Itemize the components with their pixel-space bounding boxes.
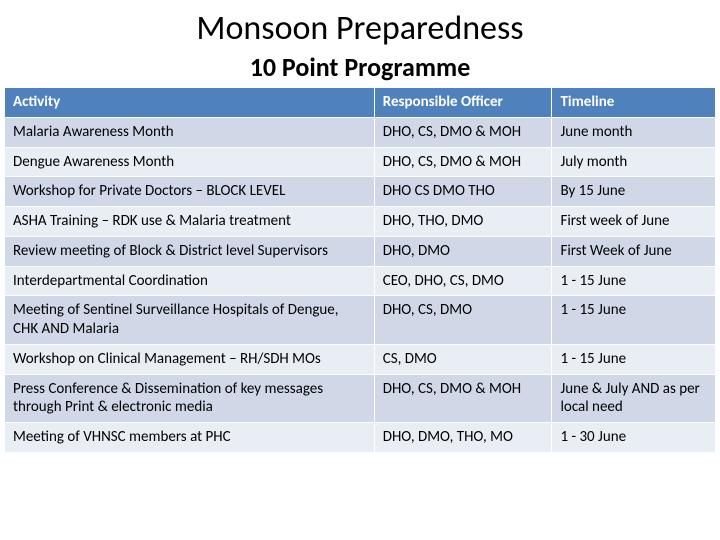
cell-officer: DHO, CS, DMO — [374, 296, 552, 345]
cell-activity: Workshop on Clinical Management – RH/SDH… — [5, 344, 375, 374]
cell-timeline: June & July AND as per local need — [552, 374, 716, 423]
cell-officer: DHO, CS, DMO & MOH — [374, 117, 552, 147]
cell-activity: Meeting of Sentinel Surveillance Hospita… — [5, 296, 375, 345]
cell-timeline: 1 - 15 June — [552, 296, 716, 345]
cell-activity: Workshop for Private Doctors – BLOCK LEV… — [5, 177, 375, 207]
cell-timeline: By 15 June — [552, 177, 716, 207]
page-subtitle: 10 Point Programme — [4, 51, 716, 83]
cell-activity: Meeting of VHNSC members at PHC — [5, 423, 375, 453]
cell-timeline: 1 - 30 June — [552, 423, 716, 453]
cell-timeline: June month — [552, 117, 716, 147]
table-row: Workshop on Clinical Management – RH/SDH… — [5, 344, 716, 374]
cell-activity: Dengue Awareness Month — [5, 147, 375, 177]
table-row: Press Conference & Dissemination of key … — [5, 374, 716, 423]
cell-timeline: First Week of June — [552, 236, 716, 266]
cell-timeline: First week of June — [552, 207, 716, 237]
programme-table: Activity Responsible Officer Timeline Ma… — [4, 87, 716, 453]
cell-officer: DHO, THO, DMO — [374, 207, 552, 237]
cell-officer: CS, DMO — [374, 344, 552, 374]
table-row: Workshop for Private Doctors – BLOCK LEV… — [5, 177, 716, 207]
cell-officer: DHO, CS, DMO & MOH — [374, 147, 552, 177]
table-header-row: Activity Responsible Officer Timeline — [5, 88, 716, 118]
page-title: Monsoon Preparedness — [4, 8, 716, 49]
cell-officer: DHO CS DMO THO — [374, 177, 552, 207]
table-row: Interdepartmental Coordination CEO, DHO,… — [5, 266, 716, 296]
table-row: Meeting of Sentinel Surveillance Hospita… — [5, 296, 716, 345]
cell-officer: DHO, DMO — [374, 236, 552, 266]
col-timeline: Timeline — [552, 88, 716, 118]
cell-activity: Review meeting of Block & District level… — [5, 236, 375, 266]
slide: Monsoon Preparedness 10 Point Programme … — [0, 0, 720, 540]
table-row: ASHA Training – RDK use & Malaria treatm… — [5, 207, 716, 237]
table-row: Malaria Awareness Month DHO, CS, DMO & M… — [5, 117, 716, 147]
table-row: Meeting of VHNSC members at PHC DHO, DMO… — [5, 423, 716, 453]
cell-timeline: 1 - 15 June — [552, 344, 716, 374]
cell-timeline: 1 - 15 June — [552, 266, 716, 296]
cell-officer: DHO, DMO, THO, MO — [374, 423, 552, 453]
table-row: Dengue Awareness Month DHO, CS, DMO & MO… — [5, 147, 716, 177]
cell-activity: ASHA Training – RDK use & Malaria treatm… — [5, 207, 375, 237]
cell-activity: Press Conference & Dissemination of key … — [5, 374, 375, 423]
col-activity: Activity — [5, 88, 375, 118]
col-officer: Responsible Officer — [374, 88, 552, 118]
cell-timeline: July month — [552, 147, 716, 177]
cell-officer: DHO, CS, DMO & MOH — [374, 374, 552, 423]
cell-activity: Malaria Awareness Month — [5, 117, 375, 147]
cell-activity: Interdepartmental Coordination — [5, 266, 375, 296]
table-row: Review meeting of Block & District level… — [5, 236, 716, 266]
cell-officer: CEO, DHO, CS, DMO — [374, 266, 552, 296]
